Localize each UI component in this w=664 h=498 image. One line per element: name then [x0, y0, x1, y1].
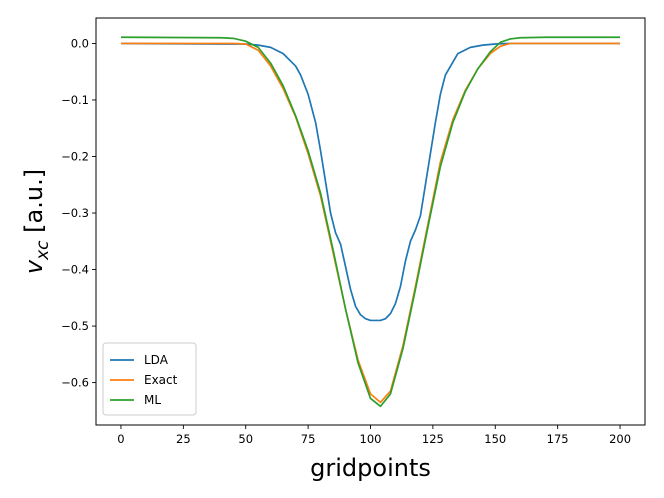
- x-tick-label: 150: [484, 432, 506, 446]
- y-tick-label: −0.3: [61, 206, 89, 220]
- y-tick-label: −0.6: [61, 376, 89, 390]
- y-axis-label: vxc [a.u.]: [20, 169, 53, 274]
- x-tick-label: 25: [176, 432, 191, 446]
- series-line-lda: [120, 42, 621, 322]
- y-axis-label-suffix: [a.u.]: [20, 169, 48, 241]
- legend-label: ML: [144, 393, 161, 407]
- x-tick-label: 200: [609, 432, 631, 446]
- y-axis-label-main: v: [20, 259, 48, 274]
- x-axis-label: gridpoints: [310, 454, 431, 482]
- legend: LDA Exact ML: [102, 342, 197, 416]
- x-tick-label: 50: [238, 432, 253, 446]
- x-tick-label: 175: [547, 432, 569, 446]
- y-tick-label: −0.2: [61, 149, 89, 163]
- y-tick-label: −0.5: [61, 319, 89, 333]
- series-line-ml: [120, 36, 621, 408]
- legend-label: LDA: [144, 353, 169, 367]
- y-tick-label: −0.1: [61, 93, 89, 107]
- y-tick-label: 0.0: [71, 36, 89, 50]
- series-lines: [120, 36, 621, 408]
- legend-label: Exact: [144, 373, 178, 387]
- x-tick-label: 125: [422, 432, 444, 446]
- y-tick-label: −0.4: [61, 263, 89, 277]
- axis-ticks: 0 25 50 75 100 125 150 175 200 0.0 −0.1 −0.2 −0.3 −0.…: [61, 36, 631, 446]
- x-tick-label: 75: [301, 432, 316, 446]
- x-tick-label: 0: [117, 432, 124, 446]
- y-axis-label-subscript: xc: [33, 240, 53, 261]
- x-tick-label: 100: [360, 432, 382, 446]
- legend-box: [102, 342, 197, 416]
